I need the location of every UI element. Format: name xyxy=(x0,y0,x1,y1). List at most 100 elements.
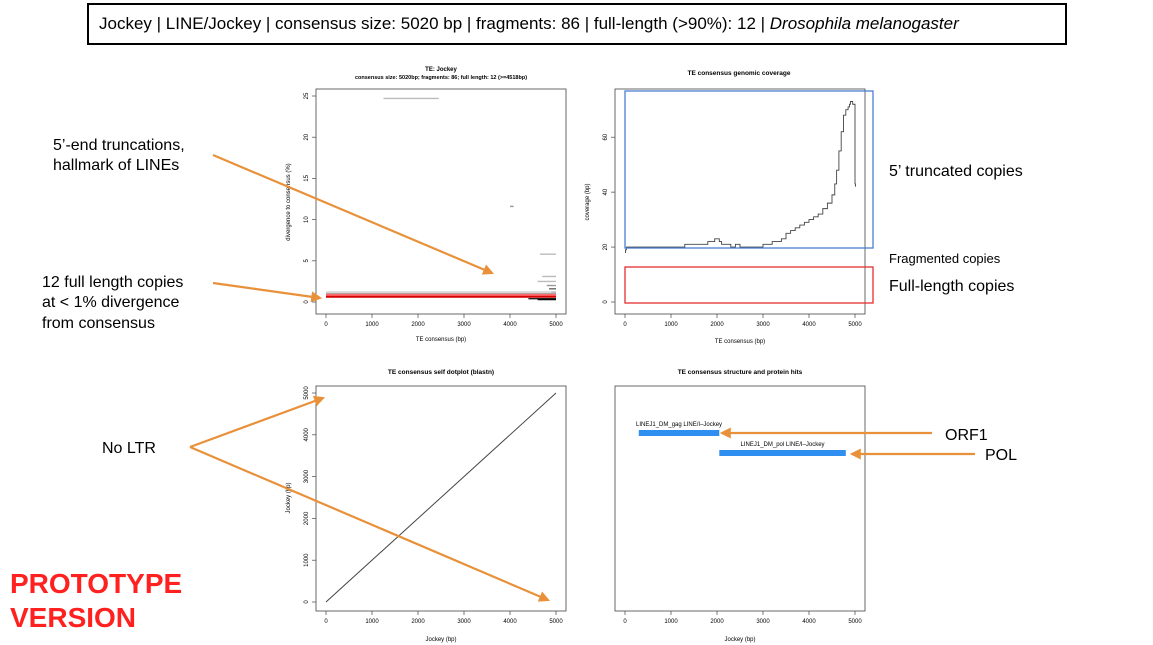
chart1-yticks: 0 5 10 15 20 25 xyxy=(304,92,316,304)
x-tick-label: 2000 xyxy=(411,619,425,625)
label-truncations-1: 5’-end truncations, xyxy=(53,137,185,154)
prototype-line-2: VERSION xyxy=(10,602,137,633)
chart3-frame xyxy=(315,385,567,612)
x-tick-label: 3000 xyxy=(756,619,770,625)
chart1-xlabel: TE consensus (bp) xyxy=(416,337,466,343)
protein-hit-label: LINEJ1_DM_pol LINE/I–Jockey xyxy=(741,442,825,448)
x-tick-label: 0 xyxy=(623,619,627,625)
prototype-line-1: PROTOTYPE xyxy=(10,568,183,599)
y-tick-label: 15 xyxy=(304,174,310,181)
chart2-coverage-line xyxy=(625,101,856,254)
panel-divergence: TE: Jockey consensus size: 5020bp; fragm… xyxy=(286,67,567,343)
y-tick-label: 25 xyxy=(304,92,310,99)
chart4-xticks: 0 1000 2000 3000 4000 5000 xyxy=(623,611,862,625)
y-tick-label: 3000 xyxy=(304,469,310,483)
y-tick-label: 20 xyxy=(603,243,609,250)
y-tick-label: 1000 xyxy=(304,553,310,567)
chart3-yticks: 0 1000 2000 3000 4000 5000 xyxy=(304,386,316,604)
x-tick-label: 4000 xyxy=(503,322,517,328)
chart1-subtitle: consensus size: 5020bp; fragments: 86; f… xyxy=(355,75,527,81)
x-tick-label: 3000 xyxy=(756,322,770,328)
protein-hit-label: LINEJ1_DM_gag LINE/I–Jockey xyxy=(636,422,722,428)
chart2-xlabel: TE consensus (bp) xyxy=(715,339,765,345)
x-tick-label: 2000 xyxy=(710,322,724,328)
x-tick-label: 4000 xyxy=(802,619,816,625)
chart2-ylabel: coverage (bp) xyxy=(585,183,591,220)
panel-dotplot: TE consensus self dotplot (blastn) 0 1000… xyxy=(286,369,567,643)
x-tick-label: 0 xyxy=(324,322,328,328)
x-tick-label: 5000 xyxy=(549,322,563,328)
x-tick-label: 0 xyxy=(623,322,627,328)
y-tick-label: 5 xyxy=(304,258,310,262)
label-truncated-copies: 5’ truncated copies xyxy=(889,163,1023,180)
chart1-xticks: 0 1000 2000 3000 4000 5000 xyxy=(324,314,563,328)
annotation-arrows xyxy=(189,153,975,602)
arrow-no-ltr-bottom xyxy=(189,445,551,602)
chart2-xticks: 0 1000 2000 3000 4000 5000 xyxy=(623,314,862,328)
label-pol: POL xyxy=(985,447,1017,464)
y-tick-label: 20 xyxy=(304,133,310,140)
label-fulllength-2: at < 1% divergence xyxy=(42,294,180,311)
chart2-yticks: 0 20 40 60 xyxy=(603,133,615,304)
label-fulllength-1: 12 full length copies xyxy=(42,274,183,291)
label-orf1: ORF1 xyxy=(945,427,988,444)
x-tick-label: 4000 xyxy=(802,322,816,328)
x-tick-label: 4000 xyxy=(503,619,517,625)
x-tick-label: 5000 xyxy=(848,322,862,328)
chart2-title: TE consensus genomic coverage xyxy=(688,70,791,77)
y-tick-label: 5000 xyxy=(304,386,310,400)
chart3-xticks: 0 1000 2000 3000 4000 5000 xyxy=(324,611,563,625)
x-tick-label: 1000 xyxy=(664,619,678,625)
header-species: Drosophila melanogaster xyxy=(769,14,959,33)
y-tick-label: 0 xyxy=(304,300,310,304)
chart1-marks xyxy=(326,97,556,301)
x-tick-label: 2000 xyxy=(710,619,724,625)
y-tick-label: 60 xyxy=(603,133,609,140)
chart1-ylabel: divergence to consensus (%) xyxy=(286,163,292,240)
annotation-texts: 5’-end truncations, hallmark of LINEs 12… xyxy=(42,137,1023,464)
chart3-ylabel: Jockey (bp) xyxy=(286,482,292,513)
arrow-no-ltr-top xyxy=(189,395,326,449)
x-tick-label: 5000 xyxy=(549,619,563,625)
chart2-frame xyxy=(614,88,866,315)
y-tick-label: 40 xyxy=(603,188,609,195)
chart4-hits: LINEJ1_DM_gag LINE/I–Jockey LINEJ1_DM_pol… xyxy=(636,422,846,456)
y-tick-label: 0 xyxy=(603,300,609,304)
chart1-frame xyxy=(315,88,567,315)
arrow-full-length xyxy=(212,281,323,303)
y-tick-label: 4000 xyxy=(304,427,310,441)
chart4-xlabel: Jockey (bp) xyxy=(724,637,755,643)
protein-hit-bar xyxy=(638,430,720,436)
label-full-length-copies: Full-length copies xyxy=(889,278,1014,295)
header-box: Jockey | LINE/Jockey | consensus size: 5… xyxy=(87,3,1067,45)
x-tick-label: 5000 xyxy=(848,619,862,625)
label-fragmented-copies: Fragmented copies xyxy=(889,251,1001,266)
chart3-title: TE consensus self dotplot (blastn) xyxy=(388,369,494,376)
truncated-copies-box xyxy=(624,90,874,249)
x-tick-label: 1000 xyxy=(664,322,678,328)
chart3-xlabel: Jockey (bp) xyxy=(425,637,456,643)
panel-coverage: TE consensus genomic coverage 0 1000 2000 3… xyxy=(585,70,874,345)
chart4-frame xyxy=(614,385,866,612)
y-tick-label: 10 xyxy=(304,216,310,223)
x-tick-label: 1000 xyxy=(365,619,379,625)
protein-hit-bar xyxy=(719,450,846,456)
label-fulllength-3: from consensus xyxy=(42,315,155,332)
prototype-label: PROTOTYPE VERSION xyxy=(10,567,182,635)
x-tick-label: 0 xyxy=(324,619,328,625)
chart1-title: TE: Jockey xyxy=(425,67,457,73)
panel-structure: TE consensus structure and protein hits … xyxy=(614,369,866,643)
header-text: Jockey | LINE/Jockey | consensus size: 5… xyxy=(99,14,770,33)
x-tick-label: 2000 xyxy=(411,322,425,328)
chart4-title: TE consensus structure and protein hits xyxy=(678,369,803,376)
y-tick-label: 2000 xyxy=(304,511,310,525)
full-length-box xyxy=(624,266,874,304)
arrow-truncations xyxy=(212,153,495,275)
y-tick-label: 0 xyxy=(304,600,310,604)
x-tick-label: 3000 xyxy=(457,322,471,328)
x-tick-label: 3000 xyxy=(457,619,471,625)
label-no-ltr: No LTR xyxy=(102,440,156,457)
chart3-diagonal xyxy=(325,392,557,603)
x-tick-label: 1000 xyxy=(365,322,379,328)
